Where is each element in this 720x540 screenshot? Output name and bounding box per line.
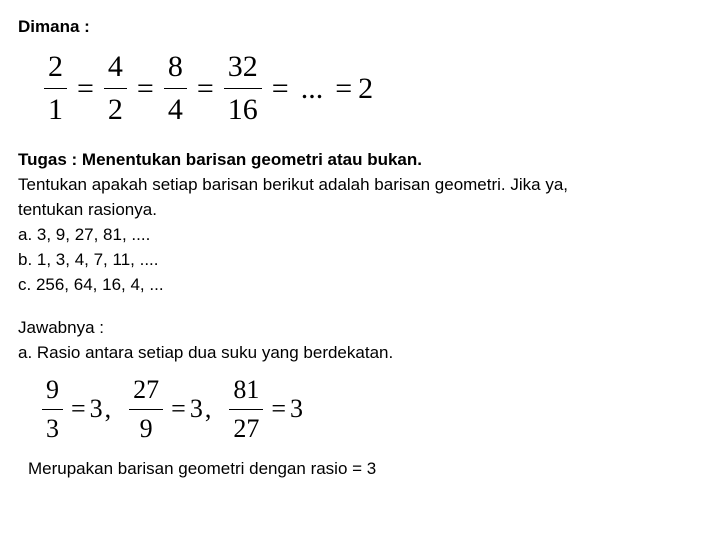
- dimana-label: Dimana :: [18, 16, 702, 39]
- fraction: 81 27: [229, 372, 263, 445]
- tugas-item-a: a. 3, 9, 27, 81, ....: [18, 224, 702, 247]
- equation-ratio-definition: 2 1 = 4 2 = 8 4 = 32 16 = ... = 2: [40, 47, 702, 131]
- tugas-desc-line2: tentukan rasionya.: [18, 199, 702, 222]
- tugas-title: Tugas : Menentukan barisan geometri atau…: [18, 149, 702, 172]
- equation-answer-a: 9 3 = 3 , 27 9 = 3 , 81 27 = 3: [38, 372, 702, 445]
- tugas-item-c: c. 256, 64, 16, 4, ...: [18, 274, 702, 297]
- fraction: 9 3: [42, 372, 63, 445]
- conclusion: Merupakan barisan geometri dengan rasio …: [28, 458, 702, 481]
- jawab-title: Jawabnya :: [18, 317, 702, 340]
- fraction: 32 16: [224, 47, 262, 131]
- jawab-a-text: a. Rasio antara setiap dua suku yang ber…: [18, 342, 702, 365]
- fraction: 8 4: [164, 47, 187, 131]
- fraction: 2 1: [44, 47, 67, 131]
- fraction: 27 9: [129, 372, 163, 445]
- tugas-desc-line1: Tentukan apakah setiap barisan berikut a…: [18, 174, 702, 197]
- tugas-item-b: b. 1, 3, 4, 7, 11, ....: [18, 249, 702, 272]
- fraction: 4 2: [104, 47, 127, 131]
- tugas-block: Tugas : Menentukan barisan geometri atau…: [18, 149, 702, 297]
- jawaban-block: Jawabnya : a. Rasio antara setiap dua su…: [18, 317, 702, 481]
